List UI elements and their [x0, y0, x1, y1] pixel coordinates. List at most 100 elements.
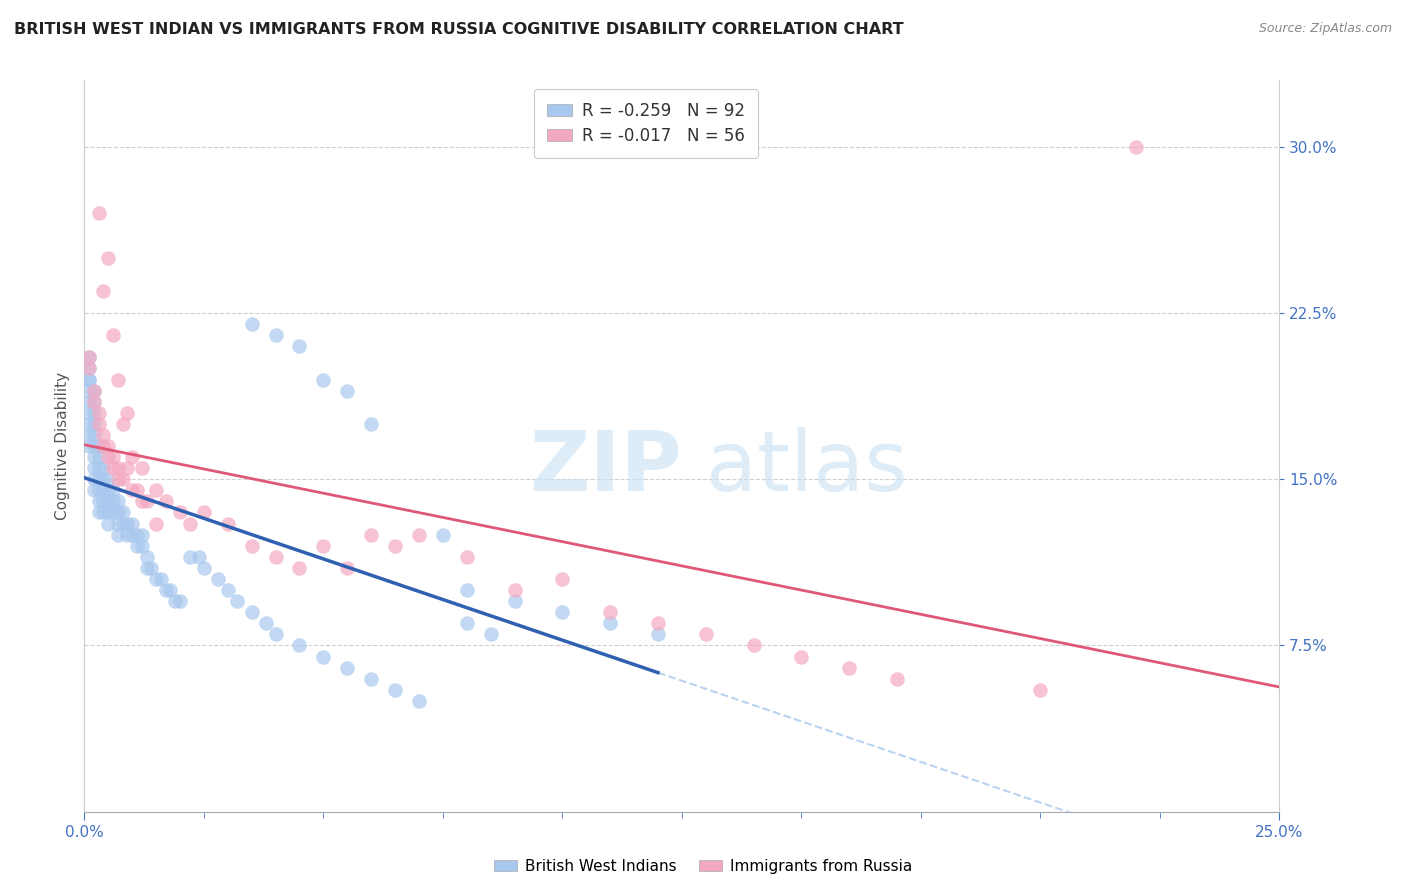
Point [360, 417, 382, 431]
Point [408, 694, 430, 708]
Point [1029, 682, 1052, 697]
Point [695, 627, 717, 641]
Point [131, 494, 153, 508]
Point [131, 461, 153, 475]
Point [87, 461, 110, 475]
Point [121, 483, 143, 498]
Point [121, 527, 143, 541]
Point [647, 616, 669, 631]
Point [93, 472, 115, 486]
Point [77, 361, 100, 376]
Point [155, 494, 177, 508]
Point [207, 572, 229, 586]
Point [83, 483, 105, 498]
Legend: British West Indians, Immigrants from Russia: British West Indians, Immigrants from Ru… [488, 853, 918, 880]
Text: Source: ZipAtlas.com: Source: ZipAtlas.com [1258, 22, 1392, 36]
Point [135, 549, 157, 564]
Point [101, 328, 124, 343]
Point [87, 472, 110, 486]
Point [93, 506, 115, 520]
Point [159, 583, 181, 598]
Point [145, 572, 167, 586]
Point [226, 594, 249, 608]
Point [117, 406, 139, 420]
Point [456, 616, 478, 631]
Point [312, 649, 335, 664]
Point [83, 384, 105, 398]
Point [83, 461, 105, 475]
Point [121, 516, 143, 531]
Text: atlas: atlas [706, 427, 907, 508]
Point [93, 439, 115, 453]
Point [288, 561, 311, 575]
Point [141, 561, 163, 575]
Point [83, 406, 105, 420]
Point [101, 494, 124, 508]
Point [125, 539, 148, 553]
Text: ZIP: ZIP [530, 427, 682, 508]
Point [97, 483, 120, 498]
Point [742, 639, 765, 653]
Point [83, 417, 105, 431]
Point [101, 506, 124, 520]
Point [97, 506, 120, 520]
Point [193, 506, 215, 520]
Point [107, 494, 129, 508]
Point [456, 583, 478, 598]
Point [360, 672, 382, 686]
Point [93, 284, 115, 298]
Point [107, 527, 129, 541]
Point [254, 616, 277, 631]
Point [479, 627, 502, 641]
Point [456, 549, 478, 564]
Point [179, 516, 201, 531]
Legend: R = -0.259   N = 92, R = -0.017   N = 56: R = -0.259 N = 92, R = -0.017 N = 56 [534, 88, 758, 158]
Point [647, 627, 669, 641]
Point [77, 372, 100, 386]
Point [87, 206, 110, 220]
Point [131, 527, 153, 541]
Point [77, 406, 100, 420]
Point [83, 428, 105, 442]
Point [93, 483, 115, 498]
Point [193, 561, 215, 575]
Point [97, 472, 120, 486]
Point [312, 372, 335, 386]
Point [551, 572, 574, 586]
Point [135, 561, 157, 575]
Point [77, 351, 100, 365]
Point [111, 506, 134, 520]
Point [188, 549, 211, 564]
Point [149, 572, 172, 586]
Point [97, 439, 120, 453]
Point [107, 472, 129, 486]
Point [107, 372, 129, 386]
Point [87, 439, 110, 453]
Point [97, 251, 120, 265]
Point [83, 384, 105, 398]
Point [97, 450, 120, 464]
Point [336, 384, 359, 398]
Point [145, 483, 167, 498]
Point [179, 549, 201, 564]
Point [101, 461, 124, 475]
Point [145, 516, 167, 531]
Point [117, 461, 139, 475]
Point [83, 472, 105, 486]
Point [77, 351, 100, 365]
Point [77, 394, 100, 409]
Point [503, 594, 526, 608]
Point [101, 450, 124, 464]
Point [87, 406, 110, 420]
Point [101, 483, 124, 498]
Point [169, 506, 191, 520]
Point [125, 483, 148, 498]
Point [77, 372, 100, 386]
Point [77, 417, 100, 431]
Point [886, 672, 908, 686]
Point [360, 527, 382, 541]
Y-axis label: Cognitive Disability: Cognitive Disability [55, 372, 70, 520]
Point [97, 516, 120, 531]
Point [107, 506, 129, 520]
Point [288, 639, 311, 653]
